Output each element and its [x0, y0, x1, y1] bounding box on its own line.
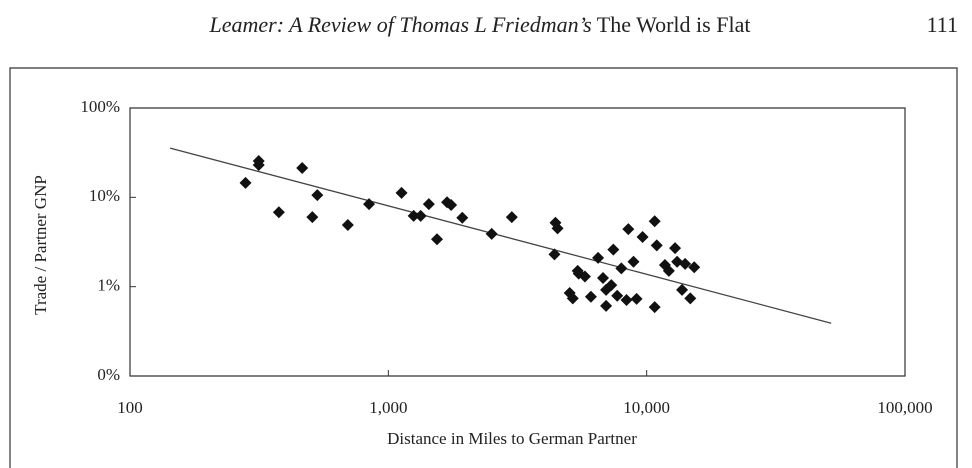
- data-point: [311, 189, 324, 202]
- data-point: [600, 299, 613, 312]
- page-number: 111: [927, 12, 958, 37]
- data-point: [620, 293, 633, 306]
- data-point: [341, 219, 354, 232]
- data-point: [239, 176, 252, 189]
- data-point: [648, 215, 661, 228]
- y-tick-label: 100%: [80, 97, 120, 116]
- running-head-italic: Leamer: A Review of Thomas L Friedman’s: [209, 12, 592, 37]
- data-point: [430, 233, 443, 246]
- trend-line: [169, 147, 832, 324]
- data-point: [650, 239, 663, 252]
- data-point: [505, 211, 518, 224]
- data-point: [688, 261, 701, 274]
- data-point: [679, 257, 692, 270]
- data-point: [578, 270, 591, 283]
- data-point: [252, 159, 265, 172]
- data-point: [607, 243, 620, 256]
- data-point: [615, 262, 628, 275]
- y-tick-label: 10%: [89, 186, 120, 205]
- data-point: [584, 290, 597, 303]
- data-point: [669, 242, 682, 255]
- x-tick-label: 10,000: [623, 398, 670, 417]
- x-tick-label: 1,000: [369, 398, 407, 417]
- running-head: Leamer: A Review of Thomas L Friedman’s …: [209, 12, 751, 37]
- y-axis-label: Trade / Partner GNP: [31, 175, 50, 315]
- data-point: [622, 223, 635, 236]
- data-point: [605, 279, 618, 292]
- data-point: [414, 209, 427, 222]
- data-point: [648, 301, 661, 314]
- data-point: [363, 198, 376, 211]
- data-point: [485, 227, 498, 240]
- plot-frame: [129, 107, 906, 377]
- data-point: [627, 255, 640, 268]
- data-point: [630, 292, 643, 305]
- data-point: [407, 209, 420, 222]
- data-point: [566, 292, 579, 305]
- data-point: [636, 230, 649, 243]
- running-head-roman: The World is Flat: [597, 12, 751, 37]
- data-point: [597, 272, 610, 285]
- x-axis-label: Distance in Miles to German Partner: [387, 429, 637, 448]
- data-point: [548, 248, 561, 261]
- x-tick-label: 100,000: [877, 398, 932, 417]
- data-point: [611, 289, 624, 302]
- data-point: [272, 206, 285, 219]
- data-point: [306, 211, 319, 224]
- data-point: [445, 199, 458, 212]
- x-tick-label: 100: [117, 398, 143, 417]
- data-point: [551, 222, 564, 235]
- data-point: [395, 186, 408, 199]
- data-point: [676, 283, 689, 296]
- data-point: [662, 264, 675, 277]
- figure-frame: [9, 67, 958, 468]
- data-point: [684, 292, 697, 305]
- y-tick-label: 1%: [97, 276, 120, 295]
- data-point: [422, 198, 435, 211]
- data-point: [456, 211, 469, 224]
- data-point: [592, 251, 605, 264]
- y-tick-label: 0%: [97, 365, 120, 384]
- data-point: [296, 161, 309, 174]
